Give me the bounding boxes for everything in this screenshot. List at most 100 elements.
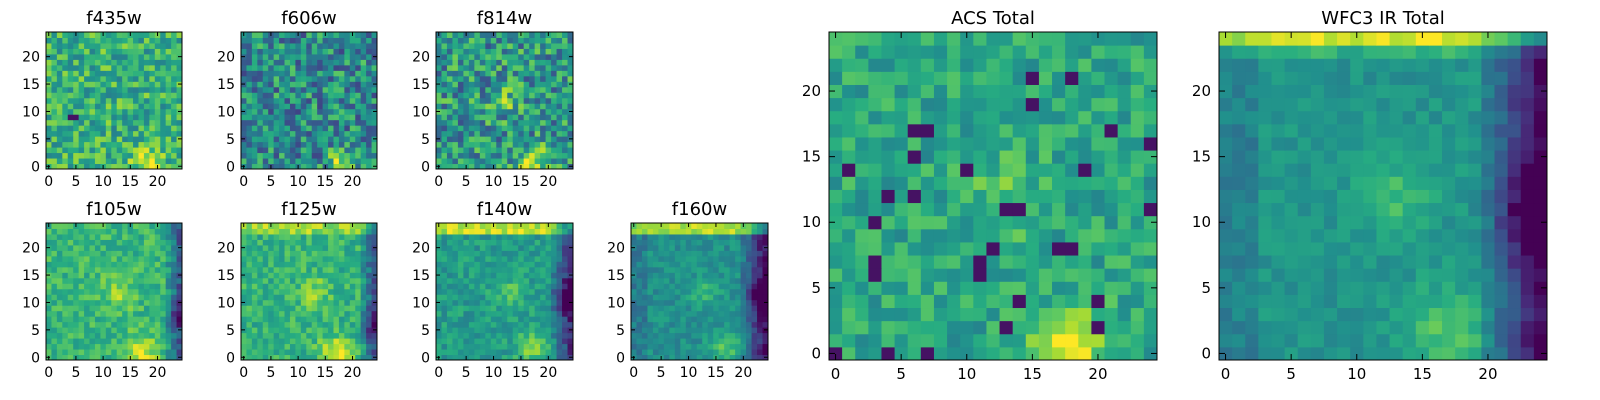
heatmap-cell [355,147,362,154]
heatmap-cell [51,130,58,137]
heatmap-cell [246,294,253,301]
heatmap-cell [647,272,654,279]
heatmap-cell [251,163,258,170]
heatmap-cell [328,354,334,361]
heatmap-cell [279,288,286,295]
heatmap-cell [111,316,118,323]
heatmap-cell [457,233,464,240]
heatmap-cell [138,130,145,137]
heatmap-cell [317,136,324,143]
heatmap-cell [268,86,275,93]
heatmap-cell [262,136,269,143]
heatmap-cell [512,97,519,104]
heatmap-cell [116,244,123,251]
heatmap-cell [540,130,547,137]
y-tick-label: 5 [616,323,625,339]
heatmap-cell [111,86,118,93]
heatmap-cell [171,147,178,154]
heatmap-cell [94,48,101,55]
heatmap-cell [641,343,648,350]
heatmap-cell [273,316,280,323]
heatmap-cell [246,223,253,229]
heatmap-cell [436,125,442,132]
heatmap-cell [300,294,307,301]
heatmap-cell [474,332,481,339]
heatmap-cell [468,119,475,126]
heatmap-cell [160,310,167,317]
heatmap-cell [56,53,63,60]
heatmap-cell [523,92,530,99]
heatmap-cell [165,86,172,93]
heatmap-cell [154,97,161,104]
heatmap-cell [724,223,731,229]
heatmap-cell [46,250,52,257]
heatmap-cell [328,130,334,137]
heatmap-cell [735,288,742,295]
heatmap-cell [463,277,470,284]
heatmap-cell [127,338,134,345]
heatmap-cell [111,272,118,279]
heatmap-cell [160,233,167,240]
heatmap-cell [133,223,139,229]
heatmap-cell [556,53,563,60]
heatmap-cell [523,75,530,82]
heatmap-cell [360,125,367,132]
heatmap-cell [51,32,58,38]
heatmap-cell [463,288,470,295]
heatmap-cell [295,244,302,251]
heatmap-cell [160,114,167,121]
heatmap-cell [111,244,118,251]
heatmap-cell [485,108,492,115]
heatmap-cell [311,343,318,350]
heatmap-cell [534,250,541,257]
heatmap-cell [562,114,569,121]
heatmap-cell [138,239,145,246]
heatmap-cell [284,354,291,361]
heatmap-cell [176,92,183,99]
heatmap-cell [262,152,269,159]
heatmap-cell [446,92,453,99]
heatmap-cell [999,176,1014,190]
heatmap-cell [529,125,536,132]
heatmap-cell [268,261,275,268]
heatmap-cell [468,239,475,246]
heatmap-cell [143,64,150,71]
heatmap-cell [73,64,80,71]
heatmap-cell [446,163,453,170]
heatmap-cell [713,244,720,251]
heatmap-cell [111,228,118,235]
heatmap-cell [562,125,569,132]
heatmap-cell [674,305,681,312]
heatmap-cell [241,64,247,71]
heatmap-cell [512,277,519,284]
heatmap-cell [518,283,525,290]
heatmap-cell [751,223,758,229]
heatmap-cell [960,333,974,348]
heatmap-cell [702,354,709,361]
heatmap-cell [273,103,280,110]
heatmap-cell [1104,307,1119,322]
heatmap-cell [317,53,324,60]
heatmap-cell [355,250,362,257]
heatmap-cell [149,250,156,257]
heatmap-cell [284,327,291,334]
heatmap-cell [56,75,63,82]
heatmap-cell [868,320,882,335]
heatmap-cell [349,48,356,55]
heatmap-cell [62,250,69,257]
heatmap-cell [691,244,698,251]
heatmap-cell [452,130,459,137]
heatmap-cell [143,316,150,323]
heatmap-cell [333,272,340,279]
heatmap-cell [1104,189,1119,204]
heatmap-cell [133,114,139,121]
heatmap-cell [762,321,769,328]
heatmap-cell [999,346,1014,361]
heatmap-cell [567,310,574,317]
heatmap-cell [663,283,670,290]
heatmap-cell [138,64,145,71]
heatmap-cell [545,239,552,246]
heatmap-cell [149,332,156,339]
heatmap-cell [251,277,258,284]
heatmap-cell [257,108,264,115]
